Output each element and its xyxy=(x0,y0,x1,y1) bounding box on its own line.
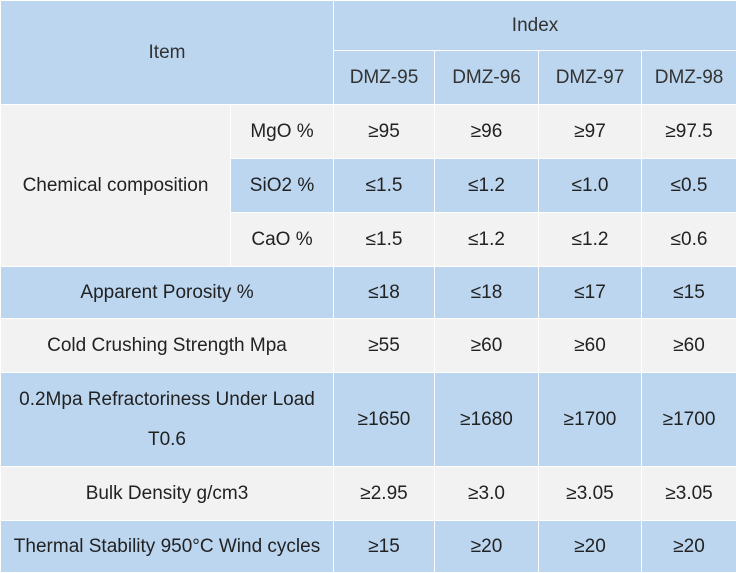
row-label: MgO % xyxy=(231,105,334,159)
index-header: Index xyxy=(334,1,736,51)
table-cell: ≥1700 xyxy=(642,373,736,467)
table-cell: ≥55 xyxy=(334,319,435,373)
header-row-top: Item Index xyxy=(1,1,736,51)
table-cell: ≥2.95 xyxy=(334,467,435,521)
table-cell: ≥1650 xyxy=(334,373,435,467)
row-label: Apparent Porosity % xyxy=(1,267,334,319)
table-cell: ≥20 xyxy=(539,521,642,573)
table-cell: ≥97 xyxy=(539,105,642,159)
table-cell: ≥3.05 xyxy=(539,467,642,521)
table-row: Cold Crushing Strength Mpa ≥55 ≥60 ≥60 ≥… xyxy=(1,319,736,373)
table-row: Bulk Density g/cm3 ≥2.95 ≥3.0 ≥3.05 ≥3.0… xyxy=(1,467,736,521)
table-cell: ≥60 xyxy=(539,319,642,373)
item-header: Item xyxy=(1,1,334,105)
table-cell: ≥96 xyxy=(435,105,539,159)
table-cell: ≤15 xyxy=(642,267,736,319)
row-label: 0.2Mpa Refractoriness Under Load T0.6 xyxy=(1,373,334,467)
row-label: Cold Crushing Strength Mpa xyxy=(1,319,334,373)
table-row: Chemical composition MgO % ≥95 ≥96 ≥97 ≥… xyxy=(1,105,736,159)
table-cell: ≤1.5 xyxy=(334,213,435,267)
table-cell: ≥20 xyxy=(435,521,539,573)
table-cell: ≥60 xyxy=(435,319,539,373)
table-cell: ≤18 xyxy=(435,267,539,319)
table-cell: ≥95 xyxy=(334,105,435,159)
table-cell: ≥60 xyxy=(642,319,736,373)
table-cell: ≤0.5 xyxy=(642,159,736,213)
table-cell: ≤0.6 xyxy=(642,213,736,267)
table-cell: ≤1.2 xyxy=(435,213,539,267)
table-cell: ≤17 xyxy=(539,267,642,319)
table-cell: ≤18 xyxy=(334,267,435,319)
table-row: Apparent Porosity % ≤18 ≤18 ≤17 ≤15 xyxy=(1,267,736,319)
table-cell: ≥15 xyxy=(334,521,435,573)
table-cell: ≤1.0 xyxy=(539,159,642,213)
table-cell: ≥20 xyxy=(642,521,736,573)
row-label: Thermal Stability 950°C Wind cycles xyxy=(1,521,334,573)
row-label: CaO % xyxy=(231,213,334,267)
grade-header: DMZ-98 xyxy=(642,51,736,105)
grade-header: DMZ-97 xyxy=(539,51,642,105)
table-cell: ≤1.5 xyxy=(334,159,435,213)
table-cell: ≥1680 xyxy=(435,373,539,467)
table-cell: ≥97.5 xyxy=(642,105,736,159)
table-cell: ≤1.2 xyxy=(539,213,642,267)
table-cell: ≥1700 xyxy=(539,373,642,467)
grade-header: DMZ-95 xyxy=(334,51,435,105)
table-cell: ≤1.2 xyxy=(435,159,539,213)
table-cell: ≥3.05 xyxy=(642,467,736,521)
row-label: SiO2 % xyxy=(231,159,334,213)
table-row: Thermal Stability 950°C Wind cycles ≥15 … xyxy=(1,521,736,573)
chemical-composition-label: Chemical composition xyxy=(1,105,231,267)
row-label: Bulk Density g/cm3 xyxy=(1,467,334,521)
table-row: 0.2Mpa Refractoriness Under Load T0.6 ≥1… xyxy=(1,373,736,467)
grade-header: DMZ-96 xyxy=(435,51,539,105)
table-cell: ≥3.0 xyxy=(435,467,539,521)
